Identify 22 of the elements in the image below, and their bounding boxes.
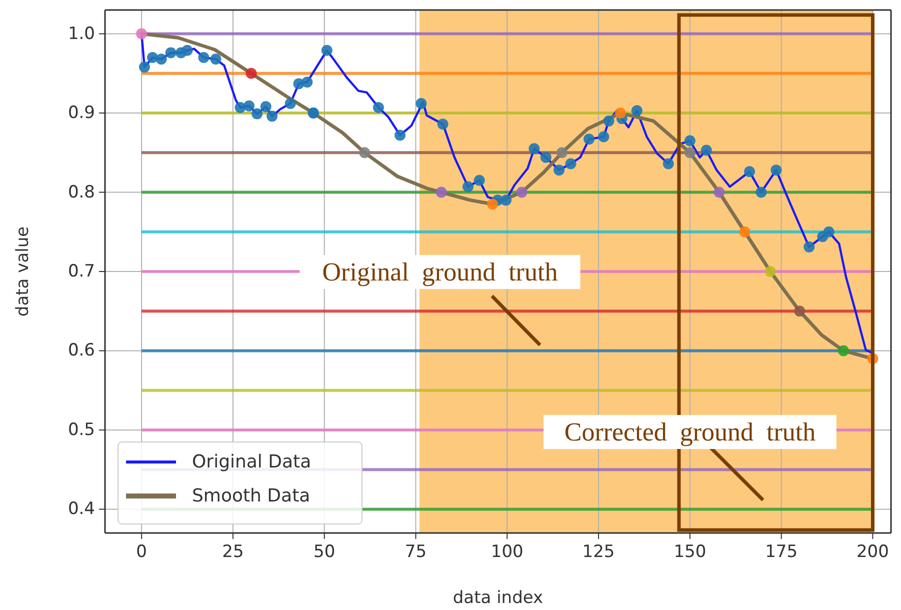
- y-axis-title: data value: [13, 226, 33, 317]
- y-tick-label: 0.6: [68, 340, 95, 361]
- y-tick-label: 0.5: [68, 420, 95, 440]
- x-tick-label: 0: [136, 542, 147, 562]
- x-tick-label: 75: [404, 542, 427, 562]
- y-tick-label: 1.0: [68, 24, 95, 44]
- x-tick-label: 200: [856, 542, 889, 562]
- x-tick-label: 100: [490, 542, 524, 562]
- y-tick-label: 0.9: [68, 103, 95, 124]
- x-tick-label: 150: [674, 542, 706, 562]
- y-tick-label: 0.4: [68, 499, 95, 520]
- annotation: Corrected ground truth: [564, 418, 816, 446]
- legend-label: Smooth Data: [192, 486, 310, 506]
- x-tick-label: 125: [582, 542, 615, 562]
- annotation: Original ground truth: [322, 258, 558, 286]
- y-tick-label: 0.7: [68, 262, 95, 282]
- x-tick-label: 175: [765, 542, 798, 562]
- x-tick-label: 25: [222, 542, 244, 562]
- y-tick-label: 0.8: [68, 182, 95, 202]
- x-tick-label: 50: [314, 542, 336, 562]
- x-axis-title: data index: [452, 588, 544, 608]
- legend-label: Original Data: [192, 452, 312, 472]
